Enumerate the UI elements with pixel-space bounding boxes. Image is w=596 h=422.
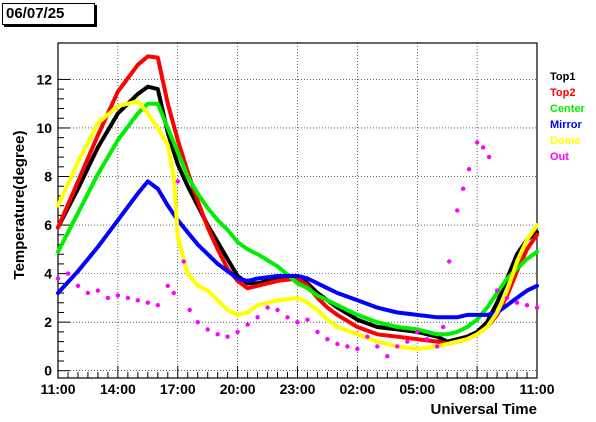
legend-entry-mirror: Mirror [550, 119, 583, 131]
data-point [385, 354, 390, 359]
data-point [105, 295, 111, 301]
legend-entry-top1: Top1 [550, 71, 575, 83]
data-point [315, 329, 320, 335]
x-tick-label: 20:00 [220, 381, 256, 397]
data-point [461, 186, 466, 191]
y-tick-label: 12 [36, 71, 52, 87]
y-tick-label: 10 [36, 120, 52, 136]
x-tick-label: 02:00 [339, 381, 375, 397]
data-point [225, 334, 230, 339]
data-point [165, 283, 170, 288]
data-point [65, 271, 71, 276]
data-point [235, 329, 240, 335]
legend-entry-dome: Dome [550, 135, 581, 147]
series-line-center [56, 101, 539, 337]
data-point [447, 259, 452, 264]
data-point [175, 179, 180, 184]
data-point [425, 337, 430, 342]
data-point [325, 337, 330, 342]
data-point [494, 288, 500, 293]
data-point [145, 300, 150, 305]
data-point [486, 154, 492, 160]
data-point [55, 276, 61, 281]
data-point [75, 283, 81, 288]
data-point [155, 303, 160, 308]
data-point [171, 290, 176, 296]
data-point [365, 334, 370, 339]
y-tick-label: 0 [44, 363, 52, 379]
series-line-dome [56, 99, 539, 351]
data-point [415, 329, 420, 335]
legend-entry-top2: Top2 [550, 87, 575, 99]
x-tick-label: 05:00 [399, 381, 435, 397]
data-point [534, 305, 540, 310]
x-tick-label: 14:00 [100, 381, 136, 397]
y-tick-label: 2 [44, 314, 52, 330]
data-point [480, 145, 486, 150]
series-layer [55, 54, 540, 359]
data-point [455, 208, 460, 213]
data-point [504, 295, 510, 301]
series-line-mirror [56, 179, 539, 320]
data-point [245, 322, 250, 327]
x-tick-label: 17:00 [160, 381, 196, 397]
data-point [295, 320, 300, 325]
data-point [85, 290, 91, 296]
y-tick-label: 4 [44, 266, 52, 282]
data-point [514, 300, 520, 305]
data-point [375, 344, 380, 349]
data-point [125, 295, 131, 301]
data-point [265, 305, 270, 310]
y-tick-label: 6 [44, 217, 52, 233]
x-tick-label: 11:00 [519, 381, 554, 397]
x-tick-label: 11:00 [40, 381, 75, 397]
data-point [115, 293, 121, 298]
data-point [181, 259, 186, 264]
data-point [135, 298, 140, 303]
data-point [435, 344, 440, 349]
data-point [335, 341, 340, 347]
date-label: 06/07/25 [2, 3, 95, 25]
y-axis-title: Temperature(degree) [11, 131, 28, 280]
data-point [355, 346, 360, 352]
series-out-points [55, 140, 540, 359]
data-point [195, 320, 200, 325]
data-point [205, 327, 210, 332]
data-point [395, 344, 400, 349]
data-point [441, 324, 446, 330]
legend-entry-center: Center [550, 103, 586, 115]
data-point [345, 344, 350, 349]
y-tick-label: 8 [44, 169, 52, 185]
data-point [474, 140, 480, 145]
x-tick-label: 23:00 [280, 381, 316, 397]
x-axis: 11:00 14:00 17:00 20:00 23:00 02:00 05:00 08:00… [40, 366, 555, 397]
x-tick-label: 08:00 [459, 381, 495, 397]
x-axis-title: Universal Time [431, 401, 537, 418]
data-point [405, 339, 410, 344]
data-point [255, 315, 260, 320]
series-line-top1 [56, 84, 539, 344]
data-point [305, 317, 310, 322]
data-point [187, 307, 192, 313]
data-point [524, 303, 530, 308]
data-point [466, 167, 472, 172]
data-point [95, 288, 101, 293]
data-point [285, 315, 290, 320]
legend: Top1 Top2 Center Mirror Dome Out [550, 71, 586, 163]
legend-entry-out: Out [550, 151, 569, 163]
data-point [275, 307, 280, 313]
data-point [215, 332, 220, 337]
